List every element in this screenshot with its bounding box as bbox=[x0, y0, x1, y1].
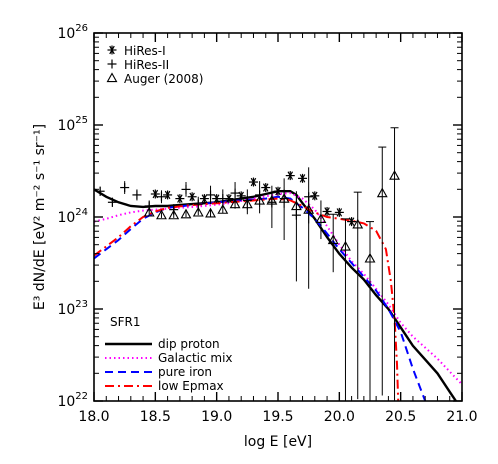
x-tick-label-0: 18.0 bbox=[78, 409, 109, 425]
data-point-1-9 bbox=[206, 190, 216, 200]
plot-frame bbox=[93, 32, 463, 402]
legend-line-label-0: dip proton bbox=[158, 337, 220, 351]
plot-series bbox=[94, 188, 462, 401]
series-line-6 bbox=[94, 197, 400, 401]
data-point-1-2 bbox=[120, 183, 130, 193]
x-tick-label-5: 20.5 bbox=[385, 409, 416, 425]
data-point-0-12 bbox=[298, 173, 308, 183]
legend-title: SFR1 bbox=[110, 315, 141, 329]
data-point-2-5 bbox=[205, 207, 216, 218]
series-line-4 bbox=[94, 192, 462, 386]
data-point-0-3 bbox=[187, 192, 197, 202]
x-tick-label-6: 21.0 bbox=[446, 409, 477, 425]
data-point-2-10 bbox=[266, 194, 278, 205]
data-point-2-18 bbox=[364, 252, 376, 263]
y-tick-label-2: 1024 bbox=[57, 207, 88, 226]
y-tick-label-0: 1022 bbox=[57, 391, 88, 410]
x-tick-label-4: 20.0 bbox=[324, 409, 355, 425]
x-tick-label-2: 19.0 bbox=[201, 409, 232, 425]
data-point-0-4 bbox=[199, 194, 209, 204]
legend-label-2: Auger (2008) bbox=[124, 72, 203, 86]
legend-label-0: HiRes-I bbox=[124, 44, 166, 58]
data-point-2-14 bbox=[315, 213, 327, 223]
data-point-2-12 bbox=[290, 200, 302, 211]
legend-line-label-3: low Epmax bbox=[158, 379, 224, 393]
data-point-2-1 bbox=[156, 209, 167, 220]
y-tick-label-1: 1023 bbox=[57, 299, 88, 318]
data-point-2-8 bbox=[241, 198, 253, 209]
data-point-0-0 bbox=[150, 189, 160, 199]
data-point-2-13 bbox=[303, 204, 315, 214]
data-point-1-1 bbox=[107, 197, 117, 207]
series-line-5 bbox=[94, 195, 427, 401]
data-point-0-2 bbox=[175, 194, 185, 204]
data-point-1-11 bbox=[230, 188, 240, 198]
y-tick-label-3: 1025 bbox=[57, 115, 88, 134]
data-point-0-11 bbox=[285, 171, 295, 181]
data-point-0-14 bbox=[322, 206, 332, 216]
data-point-1-10 bbox=[218, 194, 228, 204]
data-point-2-15 bbox=[327, 234, 339, 245]
data-point-2-19 bbox=[376, 187, 388, 198]
data-point-0-16 bbox=[347, 217, 357, 227]
data-point-1-0 bbox=[95, 186, 105, 196]
data-point-1-7 bbox=[181, 184, 191, 194]
y-axis-label: E³ dN/dE [eV² m⁻² s⁻¹ sr⁻¹] bbox=[32, 124, 48, 310]
data-point-2-20 bbox=[389, 169, 400, 180]
data-point-2-4 bbox=[192, 206, 204, 217]
data-point-0-15 bbox=[334, 207, 344, 217]
data-point-2-0 bbox=[143, 206, 155, 217]
data-point-0-7 bbox=[236, 191, 246, 201]
data-point-0-1 bbox=[163, 190, 173, 200]
legend-marker-0 bbox=[107, 45, 117, 55]
legend-line-label-2: pure iron bbox=[158, 365, 212, 379]
plot-points bbox=[95, 127, 400, 401]
data-point-0-13 bbox=[310, 191, 320, 201]
legend-label-1: HiRes-II bbox=[124, 58, 169, 72]
axes: 18.0 18.5 19.0 19.5 20.0 20.5 21.0 1022 1023 1024… bbox=[57, 23, 477, 425]
legend-marker-2 bbox=[106, 72, 118, 83]
data-point-0-9 bbox=[261, 183, 271, 193]
y-tick-label-4: 1026 bbox=[57, 23, 88, 42]
data-point-2-2 bbox=[168, 209, 180, 220]
data-point-0-8 bbox=[248, 177, 258, 187]
data-point-2-7 bbox=[229, 198, 241, 209]
data-point-2-9 bbox=[254, 194, 266, 205]
x-tick-label-3: 19.5 bbox=[262, 409, 293, 425]
data-point-1-5 bbox=[156, 192, 166, 202]
legend-marker-1 bbox=[107, 59, 117, 69]
data-point-2-3 bbox=[180, 208, 192, 219]
data-point-2-16 bbox=[340, 240, 351, 251]
data-point-1-3 bbox=[132, 190, 142, 200]
data-point-2-11 bbox=[278, 192, 290, 203]
legend-line-label-1: Galactic mix bbox=[158, 351, 233, 365]
data-point-0-5 bbox=[212, 194, 222, 204]
series-line-3 bbox=[94, 188, 457, 401]
data-point-0-10 bbox=[273, 186, 283, 196]
x-tick-label-1: 18.5 bbox=[140, 409, 171, 425]
data-point-2-6 bbox=[217, 204, 229, 214]
x-axis-label: log E [eV] bbox=[244, 434, 312, 450]
data-point-2-17 bbox=[352, 218, 364, 229]
